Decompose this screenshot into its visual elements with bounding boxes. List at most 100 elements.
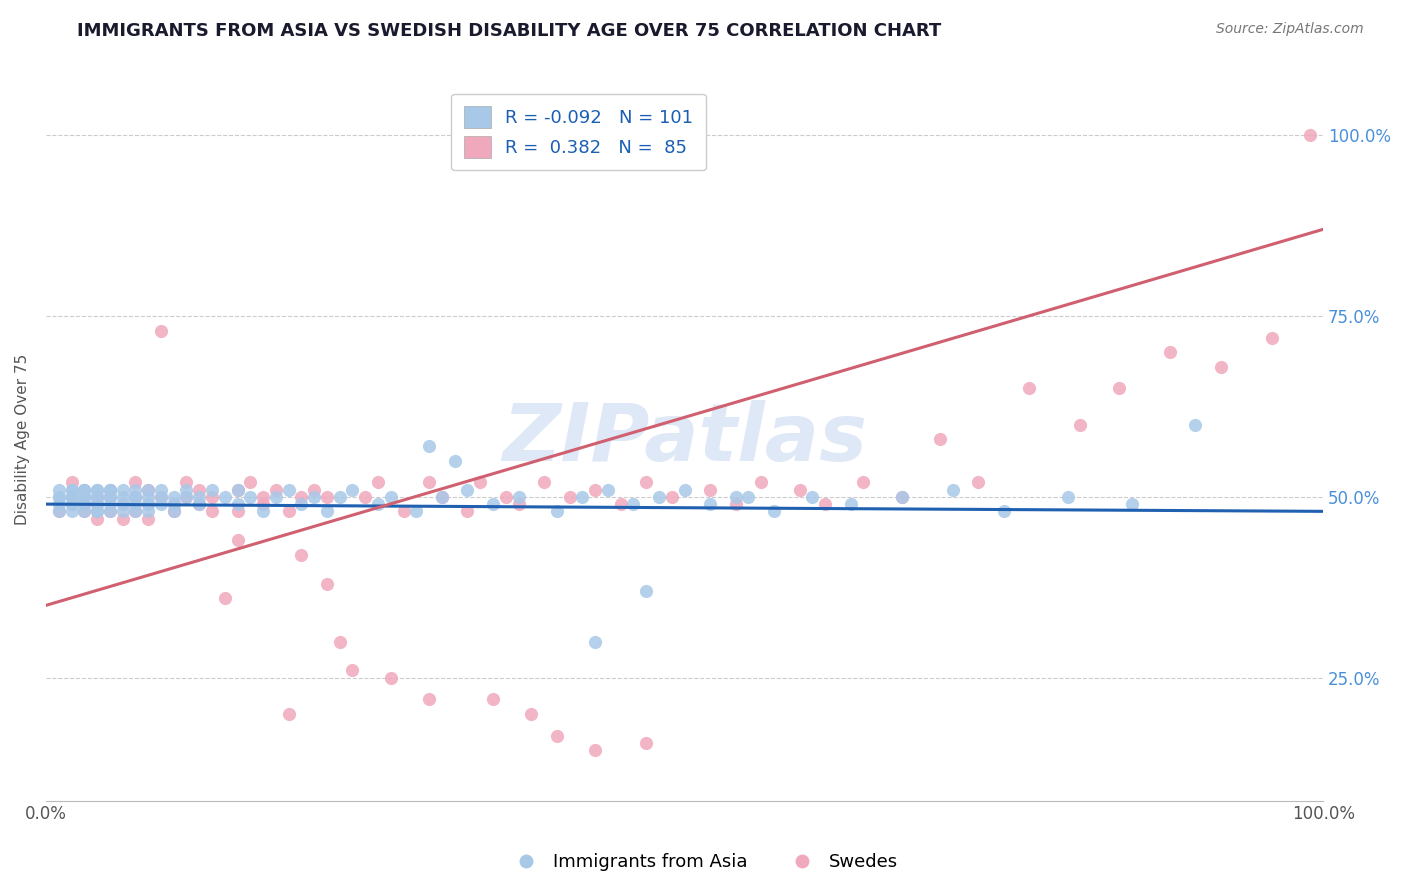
- Point: [48, 490, 70, 504]
- Point: [60, 490, 83, 504]
- Point: [354, 490, 377, 504]
- Point: [149, 490, 172, 504]
- Point: [188, 490, 211, 504]
- Point: [762, 504, 785, 518]
- Point: [73, 497, 96, 511]
- Point: [60, 504, 83, 518]
- Point: [482, 497, 505, 511]
- Point: [48, 483, 70, 497]
- Point: [456, 504, 478, 518]
- Point: [124, 483, 146, 497]
- Point: [239, 475, 262, 490]
- Point: [596, 483, 619, 497]
- Point: [124, 490, 146, 504]
- Point: [136, 490, 159, 504]
- Point: [546, 504, 568, 518]
- Point: [699, 483, 721, 497]
- Point: [801, 490, 824, 504]
- Point: [329, 490, 352, 504]
- Point: [188, 497, 211, 511]
- Point: [86, 511, 108, 525]
- Point: [495, 490, 517, 504]
- Point: [136, 511, 159, 525]
- Point: [86, 490, 108, 504]
- Point: [149, 324, 172, 338]
- Point: [48, 497, 70, 511]
- Point: [73, 483, 96, 497]
- Point: [1299, 128, 1322, 143]
- Point: [124, 475, 146, 490]
- Point: [163, 497, 186, 511]
- Point: [342, 664, 364, 678]
- Point: [176, 490, 198, 504]
- Point: [993, 504, 1015, 518]
- Point: [302, 490, 325, 504]
- Point: [316, 504, 339, 518]
- Point: [124, 490, 146, 504]
- Point: [418, 439, 440, 453]
- Point: [814, 497, 837, 511]
- Text: IMMIGRANTS FROM ASIA VS SWEDISH DISABILITY AGE OVER 75 CORRELATION CHART: IMMIGRANTS FROM ASIA VS SWEDISH DISABILI…: [77, 22, 942, 40]
- Point: [583, 483, 606, 497]
- Point: [890, 490, 912, 504]
- Point: [149, 483, 172, 497]
- Point: [929, 432, 952, 446]
- Point: [380, 490, 402, 504]
- Point: [839, 497, 862, 511]
- Point: [456, 483, 478, 497]
- Point: [724, 490, 747, 504]
- Point: [188, 483, 211, 497]
- Point: [98, 483, 121, 497]
- Point: [60, 483, 83, 497]
- Point: [724, 497, 747, 511]
- Point: [392, 504, 415, 518]
- Point: [124, 497, 146, 511]
- Point: [48, 504, 70, 518]
- Point: [546, 729, 568, 743]
- Point: [367, 475, 389, 490]
- Point: [176, 475, 198, 490]
- Point: [852, 475, 875, 490]
- Point: [124, 504, 146, 518]
- Point: [443, 454, 465, 468]
- Point: [176, 490, 198, 504]
- Text: Source: ZipAtlas.com: Source: ZipAtlas.com: [1216, 22, 1364, 37]
- Point: [277, 504, 299, 518]
- Point: [111, 504, 134, 518]
- Point: [86, 490, 108, 504]
- Point: [124, 504, 146, 518]
- Point: [188, 497, 211, 511]
- Point: [430, 490, 453, 504]
- Point: [609, 497, 631, 511]
- Point: [98, 483, 121, 497]
- Point: [699, 497, 721, 511]
- Point: [648, 490, 671, 504]
- Point: [342, 483, 364, 497]
- Point: [214, 490, 236, 504]
- Point: [264, 483, 287, 497]
- Point: [86, 490, 108, 504]
- Point: [136, 504, 159, 518]
- Point: [149, 490, 172, 504]
- Point: [1159, 345, 1181, 359]
- Point: [252, 504, 274, 518]
- Point: [201, 483, 224, 497]
- Point: [98, 497, 121, 511]
- Point: [226, 497, 249, 511]
- Point: [201, 504, 224, 518]
- Point: [111, 497, 134, 511]
- Point: [1209, 359, 1232, 374]
- Point: [111, 511, 134, 525]
- Legend: Immigrants from Asia, Swedes: Immigrants from Asia, Swedes: [501, 847, 905, 879]
- Point: [623, 497, 645, 511]
- Point: [60, 490, 83, 504]
- Point: [967, 475, 990, 490]
- Point: [163, 504, 186, 518]
- Point: [86, 497, 108, 511]
- Point: [226, 533, 249, 548]
- Point: [226, 504, 249, 518]
- Point: [136, 483, 159, 497]
- Point: [252, 497, 274, 511]
- Point: [163, 504, 186, 518]
- Point: [98, 490, 121, 504]
